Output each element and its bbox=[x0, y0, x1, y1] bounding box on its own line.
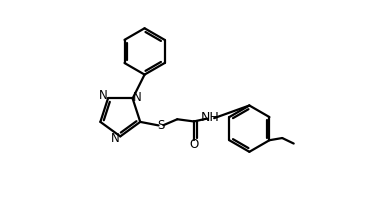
Text: N: N bbox=[111, 132, 120, 145]
Text: S: S bbox=[157, 119, 164, 132]
Text: N: N bbox=[99, 89, 108, 102]
Text: O: O bbox=[189, 138, 199, 151]
Text: NH: NH bbox=[201, 111, 220, 124]
Text: N: N bbox=[132, 91, 141, 104]
